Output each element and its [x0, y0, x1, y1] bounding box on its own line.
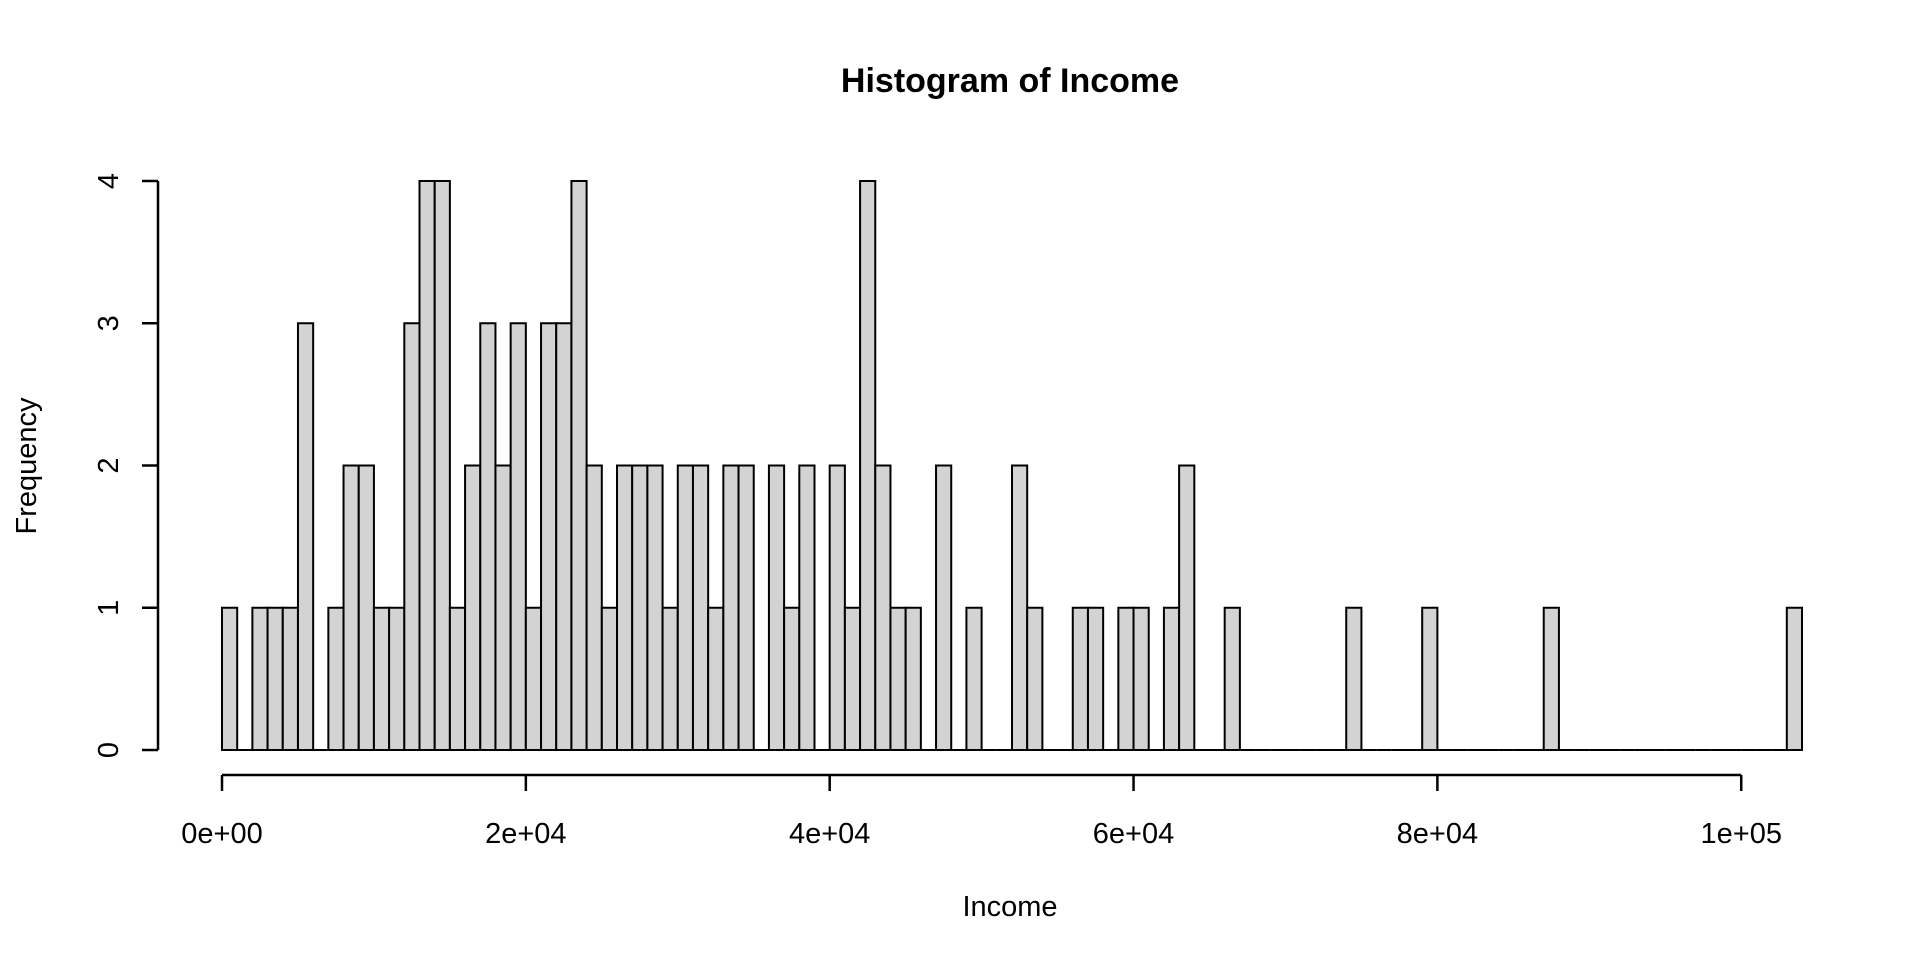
- chart-title: Histogram of Income: [841, 62, 1179, 100]
- y-tick-label: 0: [93, 742, 125, 758]
- histogram-bar: [874, 464, 892, 751]
- histogram-bar: [1785, 606, 1804, 751]
- histogram-bar: [1086, 606, 1105, 751]
- histogram-bar: [1223, 606, 1241, 751]
- y-axis-label: Frequency: [11, 397, 43, 535]
- histogram-bar: [327, 606, 345, 751]
- x-tick-label: 0e+00: [181, 818, 262, 850]
- x-axis: 0e+00 2e+04 4e+04 6e+04 8e+04 1e+05: [181, 773, 1782, 850]
- histogram-bar: [372, 606, 391, 751]
- histogram-bar: [585, 464, 603, 751]
- histogram-bar: [266, 606, 284, 751]
- histogram-bar: [691, 464, 710, 751]
- histogram-bar: [509, 322, 527, 751]
- histogram-bar: [479, 322, 497, 751]
- histogram-bar: [1071, 606, 1089, 751]
- histogram-bar: [1011, 464, 1029, 751]
- histogram-bar: [889, 606, 907, 751]
- histogram-bar: [1026, 606, 1044, 751]
- histogram-bar: [494, 464, 512, 751]
- y-tick-label: 3: [93, 315, 125, 331]
- histogram-bar: [904, 606, 922, 751]
- histogram-bar: [403, 322, 421, 751]
- y-tick-label: 1: [93, 600, 125, 616]
- histogram-bar: [600, 606, 618, 751]
- x-tick-label: 8e+04: [1397, 818, 1478, 850]
- histogram-bar: [540, 322, 558, 751]
- histogram-bar: [251, 606, 269, 751]
- histogram-bar: [843, 606, 862, 751]
- histogram-bar: [296, 322, 315, 751]
- x-tick-label: 6e+04: [1093, 818, 1174, 850]
- histogram-bar: [767, 464, 786, 751]
- histogram-bar: [722, 464, 740, 751]
- bars-group: [221, 180, 1804, 751]
- histogram-bar: [1345, 606, 1363, 751]
- histogram-bar: [965, 606, 983, 751]
- histogram-bar: [1117, 606, 1135, 751]
- histogram-bar: [1542, 606, 1560, 751]
- x-axis-label: Income: [962, 891, 1057, 923]
- histogram-bar: [631, 464, 649, 751]
- histogram-bar: [464, 464, 482, 751]
- histogram-bar: [433, 180, 451, 751]
- histogram-bar: [859, 180, 877, 751]
- histogram-bar: [1132, 606, 1150, 751]
- histogram-bar: [828, 464, 846, 751]
- histogram-bar: [935, 464, 953, 751]
- histogram-bar: [1421, 606, 1439, 751]
- histogram-bar: [418, 180, 436, 751]
- histogram-bar: [783, 606, 801, 751]
- histogram-bar: [1178, 464, 1196, 751]
- histogram-bar: [570, 180, 588, 751]
- histogram-bar: [524, 606, 543, 751]
- y-tick-label: 4: [93, 173, 125, 189]
- histogram-bar: [798, 464, 816, 751]
- histogram-bar: [646, 464, 664, 751]
- histogram-bar: [448, 606, 467, 751]
- histogram-bar: [281, 606, 299, 751]
- histogram-bar: [342, 464, 360, 751]
- x-tick-label: 4e+04: [789, 818, 870, 850]
- histogram-bar: [221, 606, 239, 751]
- histogram-bar: [1162, 606, 1181, 751]
- y-tick-label: 2: [93, 457, 125, 473]
- histogram-bar: [388, 606, 406, 751]
- x-tick-label: 1e+05: [1701, 818, 1782, 850]
- histogram-bar: [737, 464, 755, 751]
- histogram-bar: [555, 322, 573, 751]
- histogram-bar: [661, 606, 679, 751]
- y-axis: 0 1 2 3 4: [93, 173, 160, 758]
- histogram-bar: [676, 464, 694, 751]
- histogram-bar: [707, 606, 725, 751]
- histogram-bar: [357, 464, 375, 751]
- x-tick-label: 2e+04: [485, 818, 566, 850]
- histogram-bar: [616, 464, 634, 751]
